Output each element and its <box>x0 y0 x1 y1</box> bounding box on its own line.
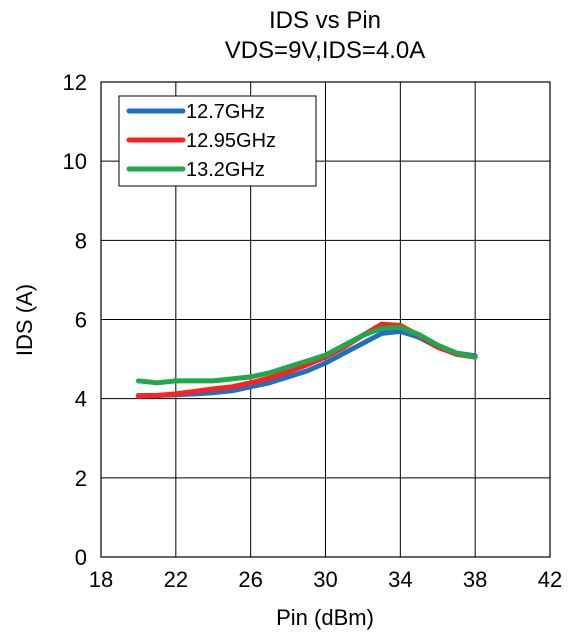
data-point <box>230 376 234 381</box>
legend: 12.7GHz 12.95GHz 13.2GHz <box>118 95 317 187</box>
data-point <box>342 351 347 356</box>
data-point <box>267 376 272 381</box>
y-tick-label: 0 <box>75 545 87 570</box>
data-point <box>454 351 459 356</box>
tick-labels: 18 22 26 30 34 38 42 0 2 4 6 8 10 12 <box>63 70 563 592</box>
data-point <box>323 353 328 358</box>
data-point <box>304 359 309 364</box>
data-point <box>304 369 309 373</box>
data-point <box>417 332 421 337</box>
data-point <box>192 378 197 383</box>
data-point <box>379 326 384 331</box>
data-point <box>248 380 253 385</box>
x-tick-label: 26 <box>238 567 262 592</box>
data-series <box>135 321 478 399</box>
data-point <box>360 333 365 338</box>
legend-label-0: 12.7GHz <box>186 101 265 123</box>
x-tick-label: 42 <box>538 567 562 592</box>
data-point <box>398 325 403 330</box>
x-tick-label: 22 <box>164 567 188 592</box>
y-tick-label: 4 <box>75 387 87 412</box>
data-point <box>173 378 178 383</box>
x-tick-label: 18 <box>89 567 113 592</box>
x-axis-label: Pin (dBm) <box>276 605 374 630</box>
y-tick-label: 6 <box>75 308 87 333</box>
data-point <box>323 361 328 365</box>
chart-subtitle: VDS=9V,IDS=4.0A <box>225 37 426 64</box>
data-point <box>248 384 253 389</box>
data-point <box>211 378 216 383</box>
y-tick-label: 10 <box>63 149 87 174</box>
data-point <box>230 384 234 389</box>
y-tick-label: 8 <box>75 228 87 253</box>
x-tick-label: 34 <box>388 567 412 592</box>
y-tick-label: 2 <box>75 466 87 491</box>
data-point <box>230 388 234 393</box>
data-point <box>136 394 141 399</box>
data-point <box>211 390 216 395</box>
data-point <box>342 343 347 348</box>
data-point <box>136 378 141 383</box>
data-point <box>379 322 384 327</box>
x-tick-label: 30 <box>313 567 337 592</box>
series-points-2 <box>136 325 478 385</box>
data-point <box>286 369 291 374</box>
data-point <box>286 365 291 369</box>
data-point <box>192 389 197 394</box>
y-axis-label: IDS (A) <box>12 284 37 356</box>
data-point <box>211 386 216 391</box>
data-point <box>473 355 478 360</box>
data-point <box>435 343 440 348</box>
data-point <box>267 380 272 385</box>
data-point <box>286 374 291 379</box>
data-point <box>379 331 384 336</box>
data-point <box>173 391 178 396</box>
chart-title: IDS vs Pin <box>269 7 381 34</box>
data-point <box>267 370 272 375</box>
x-tick-label: 38 <box>463 567 487 592</box>
data-point <box>248 374 253 379</box>
legend-items: 12.7GHz 12.95GHz 13.2GHz <box>126 101 276 181</box>
legend-label-2: 13.2GHz <box>186 159 265 181</box>
y-tick-label: 12 <box>63 70 87 95</box>
data-point <box>360 341 365 346</box>
data-point <box>155 380 160 385</box>
legend-label-1: 12.95GHz <box>186 130 276 152</box>
data-point <box>155 393 160 398</box>
